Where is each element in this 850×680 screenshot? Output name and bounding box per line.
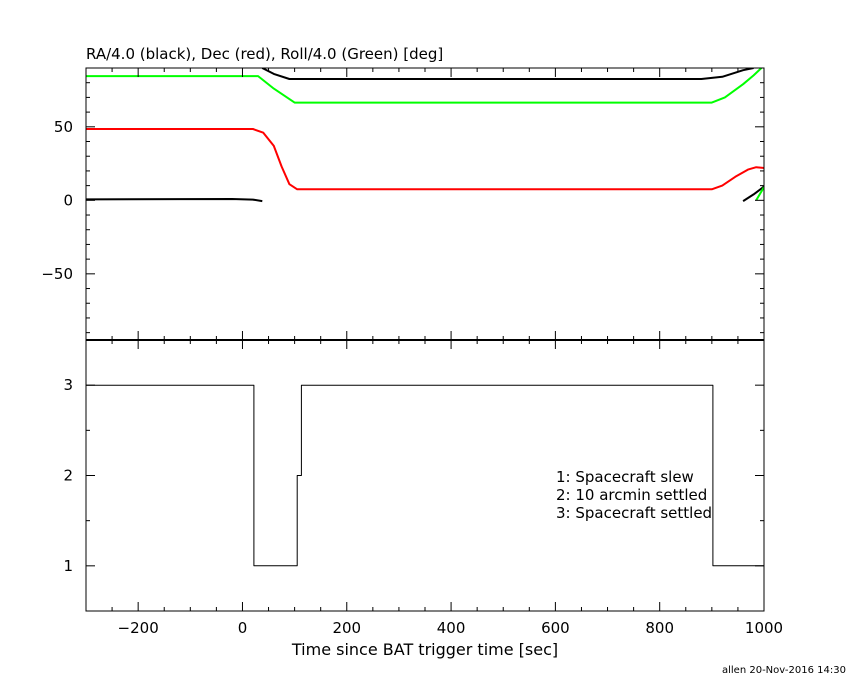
attitude-y-tick-label: −50 bbox=[41, 265, 73, 283]
attitude-series-group bbox=[86, 68, 764, 203]
status-x-tick-label: 600 bbox=[541, 619, 570, 637]
attitude-y-tick-label: 50 bbox=[54, 118, 73, 136]
status-x-tick-label: 200 bbox=[332, 619, 361, 637]
status-y-tick-label: 2 bbox=[63, 467, 73, 485]
status-x-tick-label: 400 bbox=[437, 619, 466, 637]
status-x-tick-label: 1000 bbox=[745, 619, 783, 637]
legend-entry-slew: 1: Spacecraft slew bbox=[556, 468, 694, 486]
status-series-group bbox=[86, 384, 764, 567]
attitude-panel: −50 0 50 RA/4.0 (black), Dec (red), Roll/4… bbox=[41, 45, 765, 341]
status-panel: −200 0 200 400 600 800 1000 1 2 3 1: Spacecraft s… bbox=[63, 339, 783, 659]
footer-stamp: allen 20-Nov-2016 14:30 bbox=[722, 665, 846, 676]
attitude-chart-title: RA/4.0 (black), Dec (red), Roll/4.0 (Gre… bbox=[86, 45, 443, 63]
status-x-tick-label: −200 bbox=[118, 619, 159, 637]
attitude-series-line-3 bbox=[86, 128, 764, 191]
legend-entry-settled: 3: Spacecraft settled bbox=[556, 504, 712, 522]
attitude-series-line-0 bbox=[86, 198, 263, 203]
attitude-y-tick-label: 0 bbox=[63, 191, 73, 209]
attitude-series-line-1 bbox=[261, 68, 754, 80]
attitude-series-line-4 bbox=[86, 68, 763, 104]
legend-entry-10arcmin: 2: 10 arcmin settled bbox=[556, 486, 707, 504]
status-ticks: −200 0 200 400 600 800 1000 1 2 3 bbox=[63, 340, 783, 637]
x-axis-label: Time since BAT trigger time [sec] bbox=[291, 640, 558, 659]
status-series-line-0 bbox=[86, 384, 764, 567]
attitude-ticks: −50 0 50 bbox=[41, 68, 765, 340]
status-y-tick-label: 3 bbox=[63, 376, 73, 394]
status-y-tick-label: 1 bbox=[63, 557, 73, 575]
attitude-panel-frame bbox=[85, 67, 765, 341]
attitude-series-line-5 bbox=[755, 186, 764, 201]
status-x-tick-label: 0 bbox=[238, 619, 248, 637]
status-x-tick-label: 800 bbox=[645, 619, 674, 637]
